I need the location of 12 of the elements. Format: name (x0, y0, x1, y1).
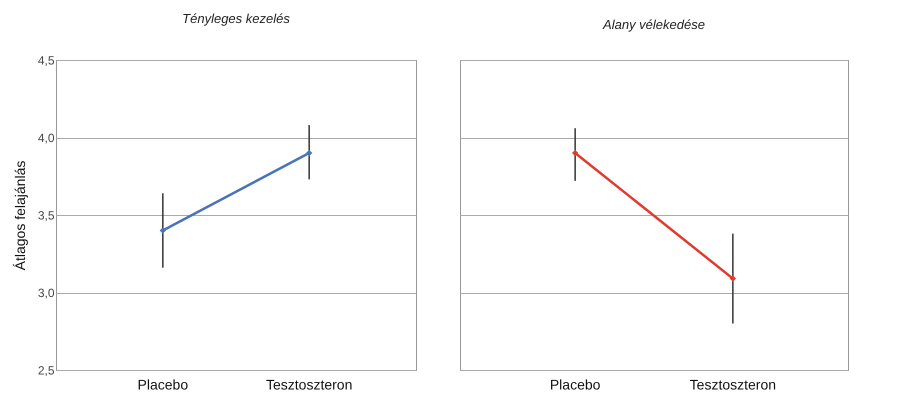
y-axis-title: Átlagos felajánlás (12, 160, 28, 270)
x-tick-label: Placebo (138, 376, 188, 392)
y-tick-label: 3,0 (38, 286, 55, 300)
chart-title: Alany vélekedése (602, 17, 705, 32)
x-tick-label: Tesztoszteron (690, 376, 776, 392)
x-tick-label: Tesztoszteron (266, 376, 352, 392)
y-tick-label: 2,5 (38, 364, 55, 378)
chart-title: Tényleges kezelés (182, 11, 290, 26)
y-tick-label: 4,5 (38, 54, 55, 68)
x-tick-label: Placebo (550, 376, 601, 392)
y-tick-label: 3,5 (38, 208, 55, 222)
y-tick-label: 4,0 (38, 131, 55, 145)
